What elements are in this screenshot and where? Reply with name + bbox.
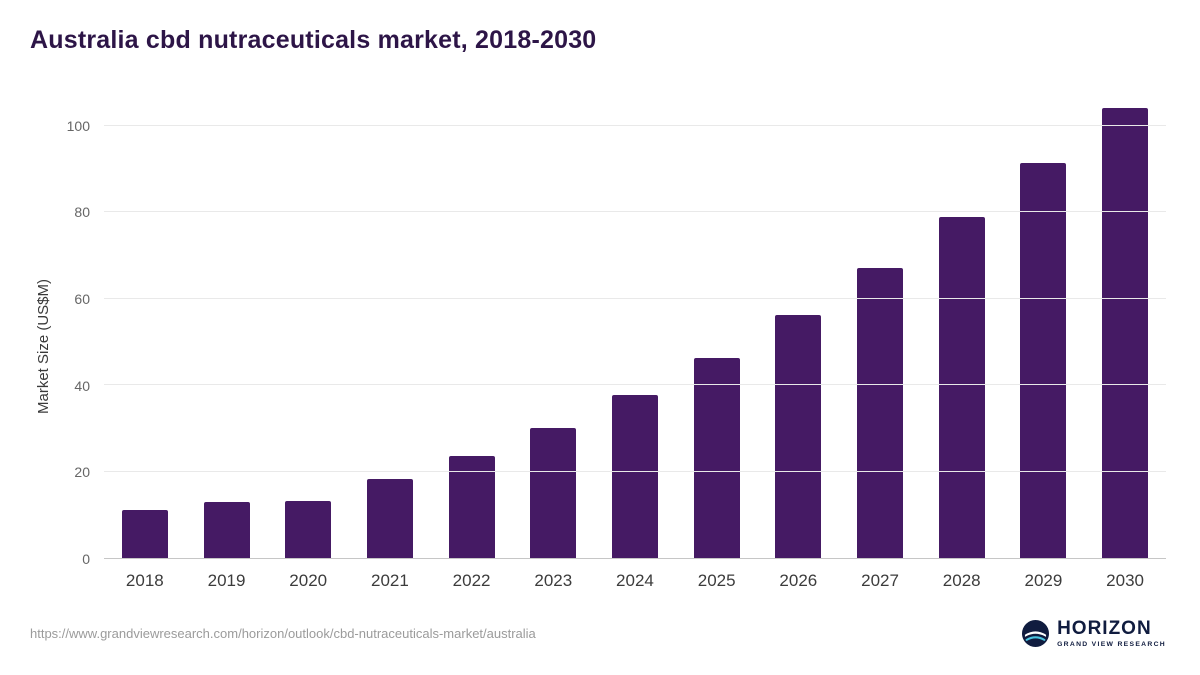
x-tick-label-2027: 2027 — [861, 571, 899, 590]
bar-chart: Market Size (US$M) 0 20 40 60 80 100 2018 2019… — [30, 91, 1166, 601]
chart-title: Australia cbd nutraceuticals market, 201… — [30, 26, 597, 54]
y-tick-label-100: 100 — [66, 117, 90, 134]
bar-2024 — [611, 394, 658, 558]
x-tick-label-2025: 2025 — [697, 571, 736, 590]
x-axis-labels: 2018 2019 2020 2021 2022 2023 2024 2025 2026 2027… — [104, 559, 1166, 601]
bar-2030 — [1102, 108, 1149, 558]
y-tick-label-20: 20 — [74, 464, 90, 481]
x-tick-label-2028: 2028 — [942, 571, 981, 590]
y-tick-label-80: 80 — [74, 204, 90, 221]
bar-2026 — [775, 315, 822, 558]
bar-2027 — [857, 267, 904, 558]
logo-title: HORIZON — [1057, 617, 1152, 639]
y-axis-title: Market Size (US$M) — [35, 278, 53, 414]
x-tick-label-2022: 2022 — [452, 571, 491, 590]
footer: https://www.grandviewresearch.com/horizo… — [30, 607, 1166, 659]
bar-2020 — [285, 500, 332, 558]
horizon-logo: HORIZON GRAND VIEW RESEARCH — [1022, 619, 1166, 648]
plot-area — [104, 91, 1166, 559]
bar-2018 — [121, 509, 168, 558]
bar-2025 — [693, 357, 740, 558]
bar-2021 — [366, 479, 413, 558]
gridline-20 — [104, 470, 1166, 472]
bar-2023 — [530, 427, 577, 558]
bar-2028 — [938, 216, 985, 558]
gridline-80 — [104, 211, 1166, 213]
x-tick-label-2024: 2024 — [616, 571, 654, 590]
gridline-100 — [104, 124, 1166, 126]
x-tick-label-2019: 2019 — [207, 571, 246, 590]
x-tick-label-2021: 2021 — [370, 571, 409, 590]
y-axis-ticks: 0 20 40 60 80 100 — [58, 91, 104, 567]
x-tick-label-2023: 2023 — [534, 571, 573, 590]
x-tick-label-2020: 2020 — [289, 571, 328, 590]
logo-subtitle: GRAND VIEW RESEARCH — [1057, 640, 1166, 648]
gridline-40 — [104, 384, 1166, 386]
y-tick-label-60: 60 — [74, 291, 90, 307]
horizon-logo-icon — [1022, 619, 1050, 647]
bar-2029 — [1020, 162, 1067, 558]
x-tick-label-2029: 2029 — [1024, 571, 1063, 590]
bar-2022 — [448, 456, 495, 558]
source-url: https://www.grandviewresearch.com/horizo… — [30, 625, 536, 641]
gridline-60 — [104, 297, 1166, 299]
bars-container — [104, 91, 1166, 558]
x-tick-label-2026: 2026 — [779, 571, 818, 590]
bar-2019 — [203, 502, 250, 558]
y-tick-label-0: 0 — [82, 551, 90, 567]
x-tick-label-2018: 2018 — [125, 571, 164, 590]
y-tick-label-40: 40 — [74, 377, 90, 394]
x-tick-label-2030: 2030 — [1106, 571, 1144, 590]
